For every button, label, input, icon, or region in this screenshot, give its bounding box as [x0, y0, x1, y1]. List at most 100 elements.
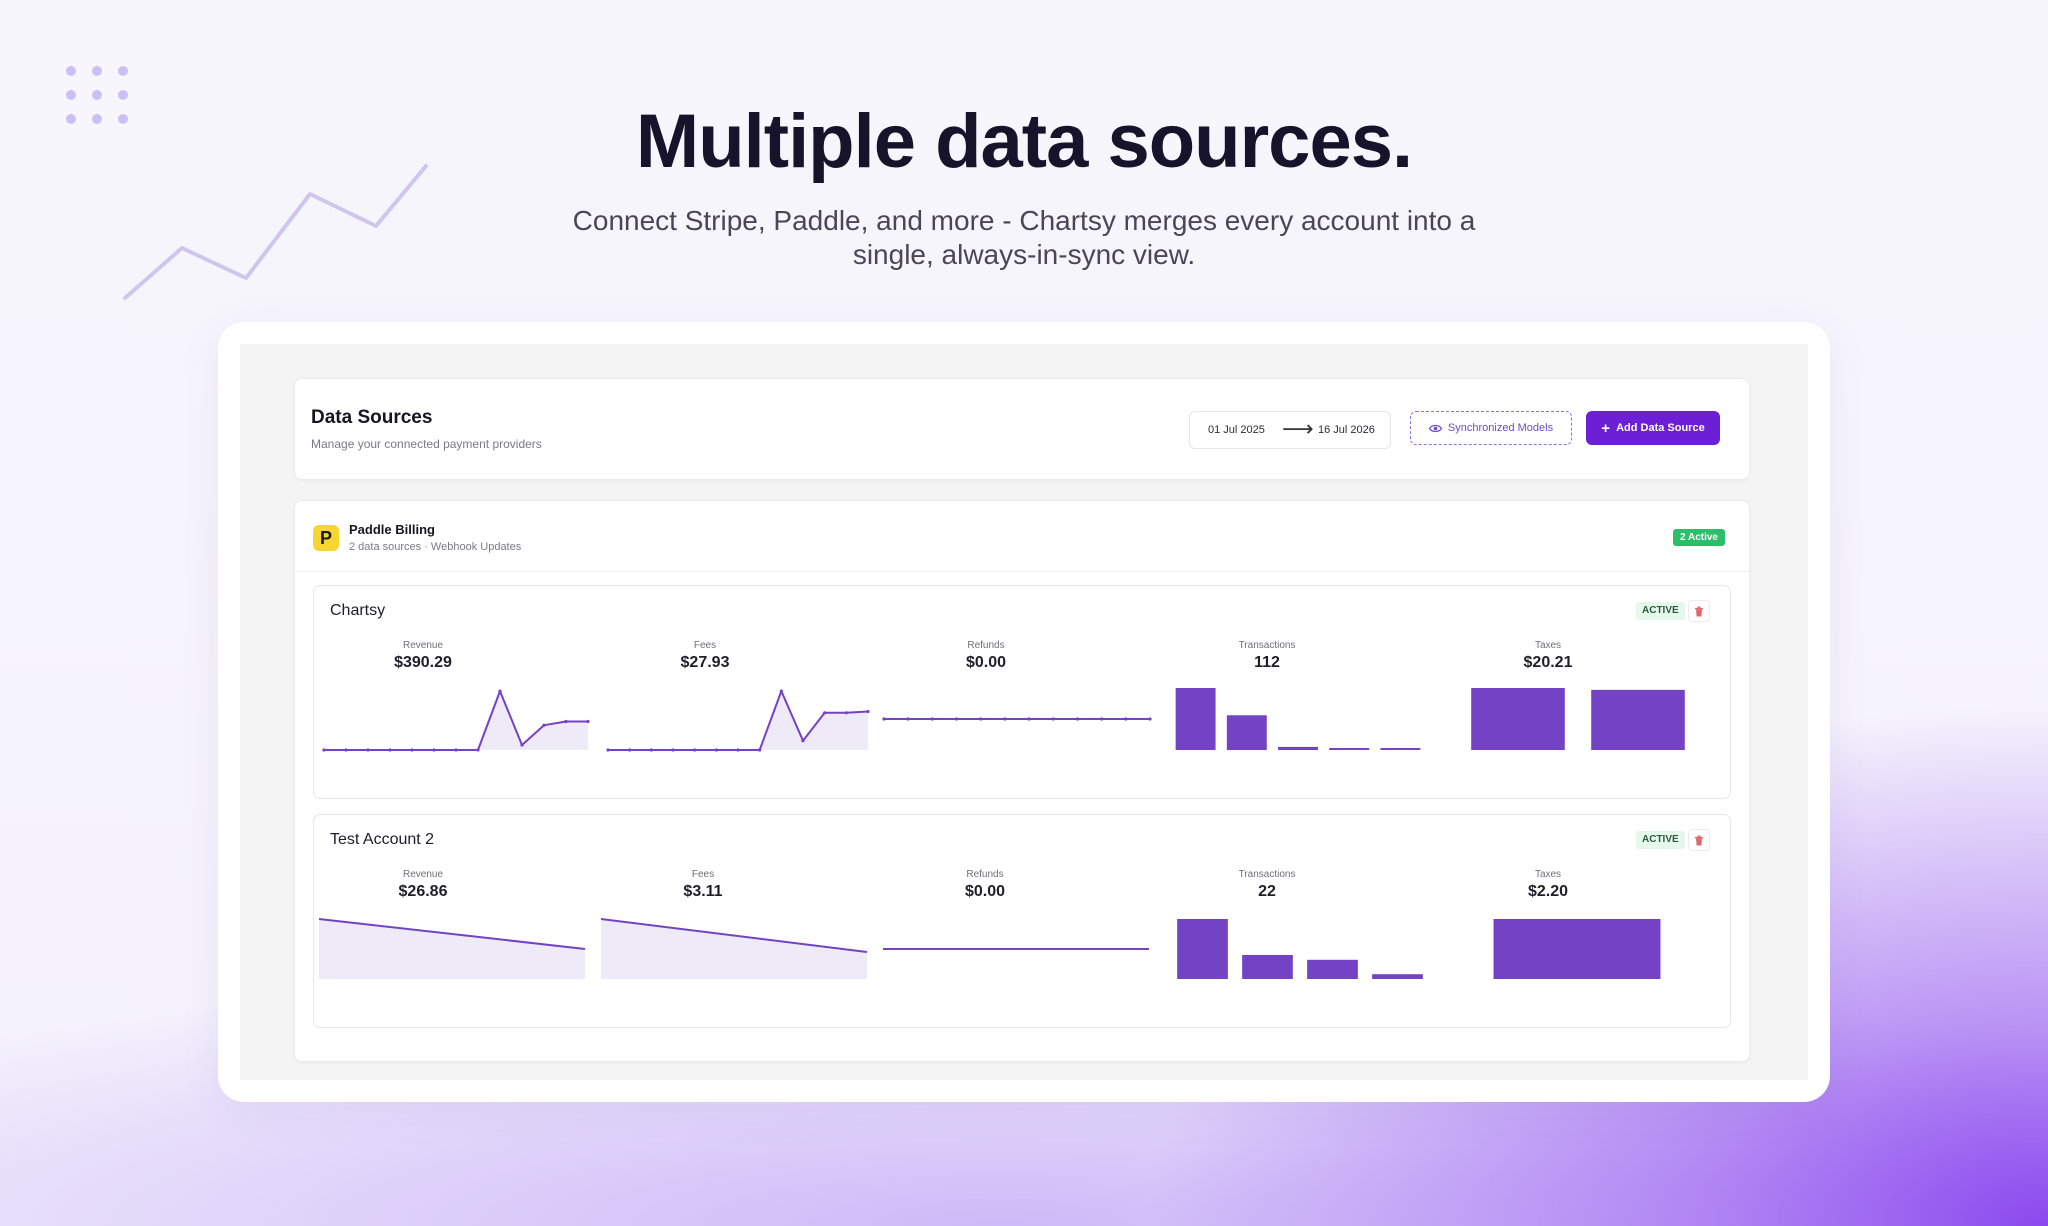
metric-refunds: Refunds $0.00 [850, 869, 1120, 901]
metric-label: Fees [691, 869, 715, 880]
metric-fees: Fees $27.93 [570, 640, 840, 672]
chart-point [1100, 717, 1104, 721]
chart-bar [1177, 919, 1228, 979]
chart-point [1148, 717, 1152, 721]
metric-label: Refunds [967, 640, 1005, 651]
account-card-test-account-2: Test Account 2 ACTIVE Revenue $26.86 Fee… [313, 814, 1731, 1028]
date-from: 01 Jul 2025 [1208, 424, 1265, 436]
metric-label: Refunds [966, 869, 1004, 880]
metric-label: Revenue [402, 869, 444, 880]
chart-bar [1372, 974, 1423, 979]
provider-name: Paddle Billing [349, 522, 435, 537]
chart-point [410, 748, 414, 752]
chart-point [823, 711, 827, 715]
provider-meta: 2 data sources · Webhook Updates [349, 541, 522, 553]
chart-bar [1329, 748, 1370, 750]
refunds-sparkline [882, 717, 1152, 721]
date-to: 16 Jul 2026 [1318, 424, 1375, 436]
delete-account-button[interactable] [1688, 600, 1710, 622]
chart-bar [1380, 748, 1421, 750]
metric-value: 112 [1254, 654, 1280, 671]
metric-value: $20.21 [1523, 654, 1573, 671]
metric-value: $27.93 [680, 654, 730, 671]
transactions-bar-chart [1175, 688, 1421, 750]
chart-point [476, 748, 480, 752]
trash-icon [1695, 606, 1703, 616]
divider [295, 571, 1749, 572]
metric-value: $26.86 [398, 883, 448, 900]
fees-sparkline [600, 918, 868, 979]
chart-area [319, 919, 585, 979]
chart-point [954, 717, 959, 721]
metric-label: Transactions [1238, 640, 1296, 651]
chart-bar [1591, 689, 1685, 750]
revenue-sparkline [318, 918, 586, 979]
chart-bar [1226, 715, 1267, 750]
metric-taxes: Taxes $20.21 [1413, 640, 1683, 672]
synchronized-models-label: Synchronized Models [1447, 422, 1554, 434]
delete-account-button[interactable] [1688, 829, 1710, 851]
metric-label: Taxes [1534, 869, 1562, 880]
status-badge: ACTIVE [1636, 831, 1685, 849]
add-data-source-label: Add Data Source [1616, 422, 1705, 434]
chart-point [432, 748, 436, 752]
metric-label: Taxes [1534, 640, 1562, 651]
chart-point [693, 748, 697, 752]
chart-line [600, 918, 868, 953]
chart-point [1075, 717, 1080, 721]
status-badge: ACTIVE [1636, 602, 1685, 620]
chart-point [930, 717, 934, 721]
chart-point [758, 748, 762, 752]
chart-point [1051, 717, 1055, 721]
chart-point [586, 719, 590, 724]
date-range-picker[interactable]: 01 Jul 2025 ⟶ 16 Jul 2026 [1189, 411, 1391, 449]
chart-bar [1175, 688, 1216, 750]
metric-transactions: Transactions 112 [1132, 640, 1402, 672]
metric-value: $390.29 [394, 654, 452, 671]
metric-fees: Fees $3.11 [568, 869, 838, 901]
account-name: Test Account 2 [330, 831, 435, 848]
synchronized-models-button[interactable]: Synchronized Models [1410, 411, 1572, 445]
chart-area [601, 919, 867, 979]
chart-point [454, 748, 458, 752]
taxes-bar-chart [1493, 919, 1661, 979]
add-data-source-button[interactable]: + Add Data Source [1586, 411, 1720, 445]
metric-transactions: Transactions 22 [1132, 869, 1402, 901]
chart-point [1124, 717, 1128, 721]
hero-subtitle-line1: Connect Stripe, Paddle, and more - Chart… [572, 205, 1476, 236]
account-name: Chartsy [330, 602, 386, 619]
chart-point [388, 748, 392, 752]
chart-bar [1278, 746, 1318, 750]
chart-area [608, 691, 868, 750]
chart-point [714, 748, 718, 752]
chart-point [906, 717, 910, 721]
chart-point [628, 748, 632, 752]
metric-value: $0.00 [965, 654, 1007, 671]
chart-point [606, 748, 610, 752]
eye-icon [1428, 424, 1442, 432]
trash-icon [1695, 835, 1703, 845]
metric-value: $3.11 [683, 883, 723, 900]
chart-point [366, 748, 370, 752]
chart-point [844, 711, 848, 715]
metric-taxes: Taxes $2.20 [1413, 869, 1683, 901]
chart-point [866, 709, 870, 714]
chart-point [736, 748, 740, 752]
transactions-bar-chart [1177, 919, 1423, 979]
page-title: Data Sources [311, 407, 433, 428]
chart-bar [1471, 688, 1565, 750]
chart-point [649, 748, 653, 752]
hero-subtitle-line2: single, always-in-sync view. [852, 239, 1196, 270]
chart-point [1003, 717, 1007, 721]
chart-bar [1493, 919, 1661, 979]
account-card-chartsy: Chartsy ACTIVE Revenue $390.29 Fees $27.… [313, 585, 1731, 799]
chart-point [882, 717, 886, 721]
chart-point [542, 723, 546, 727]
paddle-logo-icon: P [313, 525, 339, 551]
taxes-bar-chart [1471, 688, 1685, 750]
chart-point [671, 748, 675, 752]
chart-point [520, 743, 524, 747]
provider-card-paddle: P Paddle Billing 2 data sources · Webhoo… [294, 500, 1750, 1062]
metric-revenue: Revenue $26.86 [288, 869, 558, 901]
chart-point [801, 739, 805, 743]
